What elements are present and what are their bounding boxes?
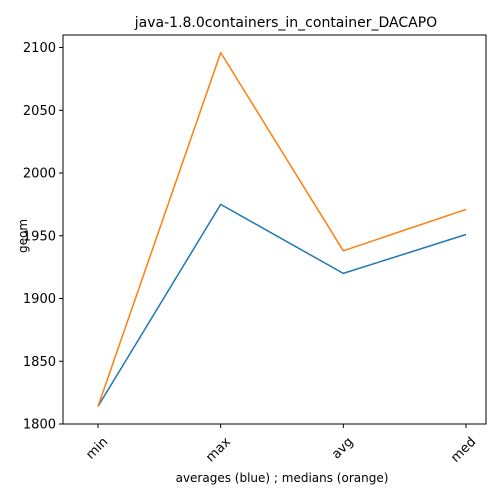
- series-line-averages: [97, 203, 467, 407]
- y-tick-label: 2050: [23, 104, 56, 119]
- x-tick-label-avg: avg: [329, 435, 357, 463]
- x-tick-label-min: min: [83, 435, 111, 463]
- plot-area: [62, 34, 487, 425]
- y-tick-label: 2000: [23, 167, 56, 182]
- y-tick-label: 1800: [23, 418, 56, 433]
- y-tick-label: 1900: [23, 292, 56, 307]
- x-axis-label: averages (blue) ; medians (orange): [176, 471, 389, 485]
- y-tick-label: 1850: [23, 355, 56, 370]
- x-axis: min max avg med: [83, 424, 479, 466]
- y-tick-label: 2100: [23, 41, 56, 56]
- x-tick-label-max: max: [203, 434, 234, 465]
- y-tick-label: 1950: [23, 229, 56, 244]
- series-layer: [97, 51, 467, 407]
- x-tick-label-med: med: [448, 435, 479, 466]
- y-axis-label: geom: [16, 219, 30, 253]
- plot-frame: [62, 34, 487, 425]
- series-line-medians: [97, 51, 467, 407]
- chart-title: java-1.8.0containers_in_container_DACAPO: [134, 15, 437, 31]
- y-axis: 1800 1850 1900 1950 2000 2050 2100: [23, 41, 63, 433]
